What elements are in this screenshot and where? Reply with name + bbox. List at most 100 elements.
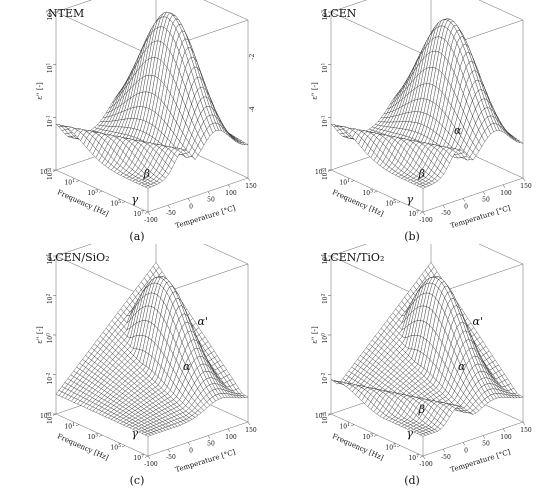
y-tick-label: 10-1 [40,412,52,421]
y-tick-label: 105 [385,443,396,452]
x-tick-label: -100 [144,217,158,224]
relaxation-label: β [143,168,150,181]
y-tick [75,180,80,183]
x-tick-label: -100 [144,461,158,468]
z-tick-label: 104 [46,254,55,265]
x-tick-label: -100 [419,461,433,468]
y-tick-label: 101 [64,422,75,431]
surface-cell [144,185,152,189]
y-tick [373,190,378,193]
x-axis: -100 -50 0 50 100 150 Temperature [°C] [419,177,532,230]
x-tick-label: 50 [207,441,215,448]
x-tick-label: -50 [166,454,176,461]
box-edge [478,0,524,21]
relaxation-label: α [183,360,191,373]
x-axis-label: Temperature [°C] [174,448,236,474]
z-tick-label: 103 [46,10,55,21]
relaxation-label: γ [131,427,138,440]
surface-plot: -100 -50 0 50 100 150 Temperature [°C] 10-1 101 1… [36,0,257,243]
surface-mesh [330,261,524,437]
y-tick [419,455,424,458]
y-tick-label: 105 [385,199,396,208]
surface-mesh [330,18,524,189]
chart-title: NTEM [48,7,84,20]
z-axis: 104 102 100 10-2 10-4 ε'' [-] [311,254,331,424]
y-tick [75,424,80,427]
x-tick [482,191,486,195]
chart-panel-c: -100 -50 0 50 100 150 Temperature [°C] 10-1 101 1… [0,244,275,488]
panel-caption: (a) [129,230,144,243]
z-tick-label: 104 [321,254,330,265]
box-edge [55,0,93,13]
chart-title: LCEN [323,7,357,20]
relaxation-label: γ [131,193,138,206]
x-tick-label: 150 [520,427,532,434]
relaxation-label: β [418,403,425,416]
z-tick-label: 102 [46,293,55,304]
x-axis: -100 -50 0 50 100 150 Temperature [°C] [144,177,257,230]
y-tick [350,424,355,427]
y-tick [419,211,424,214]
chart-title: LCEN/TiO₂ [323,251,384,264]
z-tick-label: 10-2 [321,372,330,384]
x-tick [482,435,486,439]
y-tick-label: 107 [133,210,144,219]
z-tick-label: 101 [321,63,330,74]
surface-cell [144,433,152,437]
y-tick-label: 10-1 [315,412,327,421]
x-tick-label: 150 [520,183,532,190]
relaxation-label: γ [406,193,413,206]
x-tick [167,449,171,453]
y-tick-label: 107 [408,210,419,219]
y-tick-label: 10-1 [315,168,327,177]
y-tick [121,201,126,204]
z-tick-label: 100 [321,333,330,344]
y-tick-label: 103 [87,433,98,442]
x-axis-label: Temperature [°C] [174,204,236,230]
side-tick-label: -2 [249,53,256,59]
x-tick [522,421,526,426]
x-tick-label: 150 [245,183,257,190]
z-axis-label: ε'' [-] [36,326,44,344]
x-axis-label: Temperature [°C] [449,448,511,474]
x-tick [442,449,446,453]
y-tick-label: 10-1 [40,168,52,177]
x-tick-label: 150 [245,427,257,434]
x-tick-label: 50 [482,197,490,204]
x-tick-label: -50 [441,454,451,461]
z-tick-label: 10-2 [46,372,55,384]
x-tick [147,455,151,460]
x-tick [207,191,211,195]
z-tick-label: 100 [46,333,55,344]
z-tick-label: 103 [321,10,330,21]
y-tick-label: 101 [339,422,350,431]
surface-mesh [55,261,249,437]
x-tick [167,205,171,209]
y-tick [396,445,401,448]
y-tick-label: 107 [133,454,144,463]
z-axis-label: ε'' [-] [36,82,44,100]
box-edge [203,0,249,21]
x-tick [502,184,506,188]
y-tick [121,445,126,448]
x-tick [247,421,251,426]
x-tick [422,455,426,460]
z-tick-label: 10-3 [321,168,330,180]
x-tick-label: 0 [464,447,468,454]
x-tick-label: 0 [189,447,193,454]
x-tick-label: 0 [464,203,468,210]
relaxation-label: α [458,360,466,373]
box-edge [147,421,249,457]
surface-mesh [55,11,249,189]
surface-plot: -100 -50 0 50 100 150 Temperature [°C] 10-1 101 1… [311,0,532,243]
z-tick-label: 10-3 [46,168,55,180]
y-axis-label: Frequency [Hz] [331,188,385,218]
x-tick-label: 100 [500,434,512,441]
y-tick-label: 103 [362,189,373,198]
y-tick [98,190,103,193]
x-tick [227,184,231,188]
y-tick [98,434,103,437]
surface-cell [419,185,427,189]
x-tick [422,211,426,216]
